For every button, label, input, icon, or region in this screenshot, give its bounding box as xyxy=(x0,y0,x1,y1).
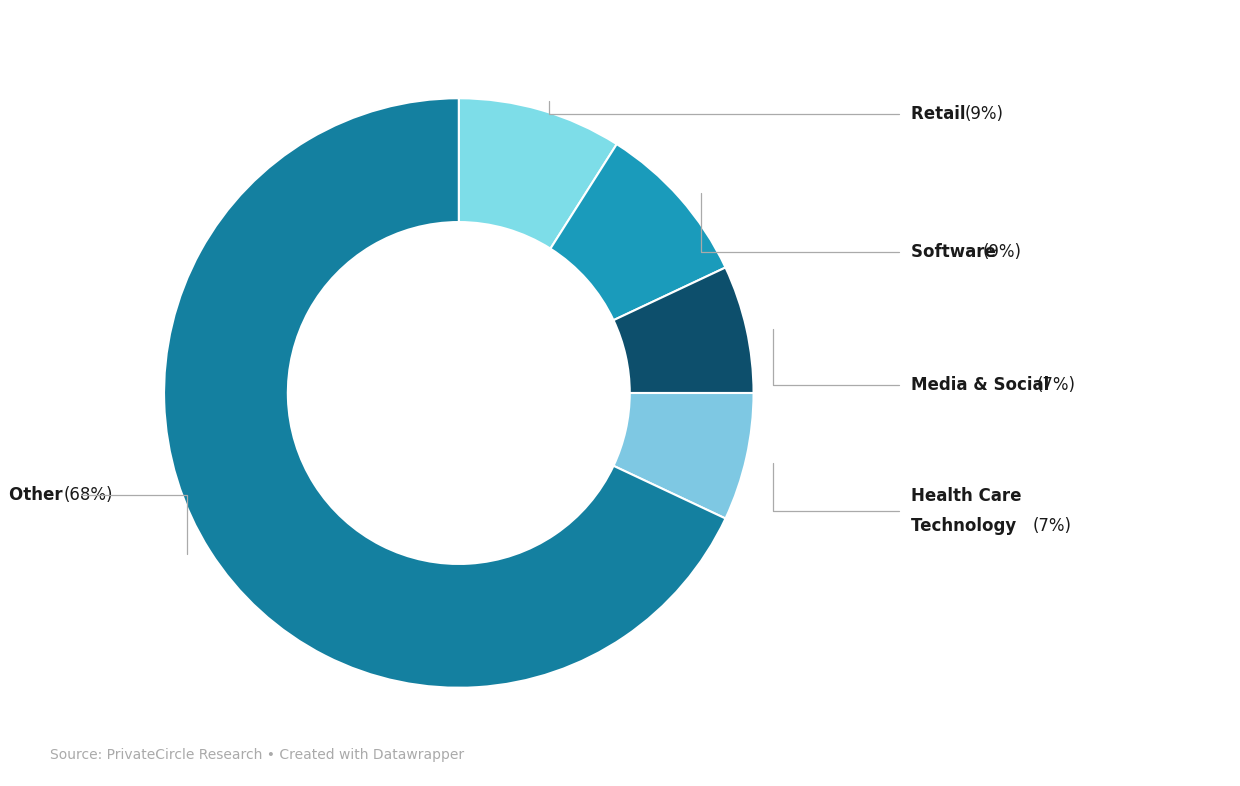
Text: Software: Software xyxy=(911,243,1002,260)
Text: Health Care: Health Care xyxy=(911,487,1022,505)
Text: (9%): (9%) xyxy=(983,243,1022,260)
Text: (7%): (7%) xyxy=(1037,376,1075,394)
Wedge shape xyxy=(164,98,725,688)
Text: (7%): (7%) xyxy=(1033,517,1071,534)
Text: Source: PrivateCircle Research • Created with Datawrapper: Source: PrivateCircle Research • Created… xyxy=(50,748,464,762)
Text: (68%): (68%) xyxy=(63,487,113,504)
Text: (9%): (9%) xyxy=(965,105,1004,123)
Wedge shape xyxy=(551,144,725,320)
Text: Media & Social: Media & Social xyxy=(911,376,1055,394)
Wedge shape xyxy=(614,267,754,393)
Wedge shape xyxy=(614,393,754,519)
Text: Other: Other xyxy=(9,487,68,504)
Text: Technology: Technology xyxy=(911,517,1023,534)
Text: Retail: Retail xyxy=(911,105,972,123)
Wedge shape xyxy=(459,98,616,248)
